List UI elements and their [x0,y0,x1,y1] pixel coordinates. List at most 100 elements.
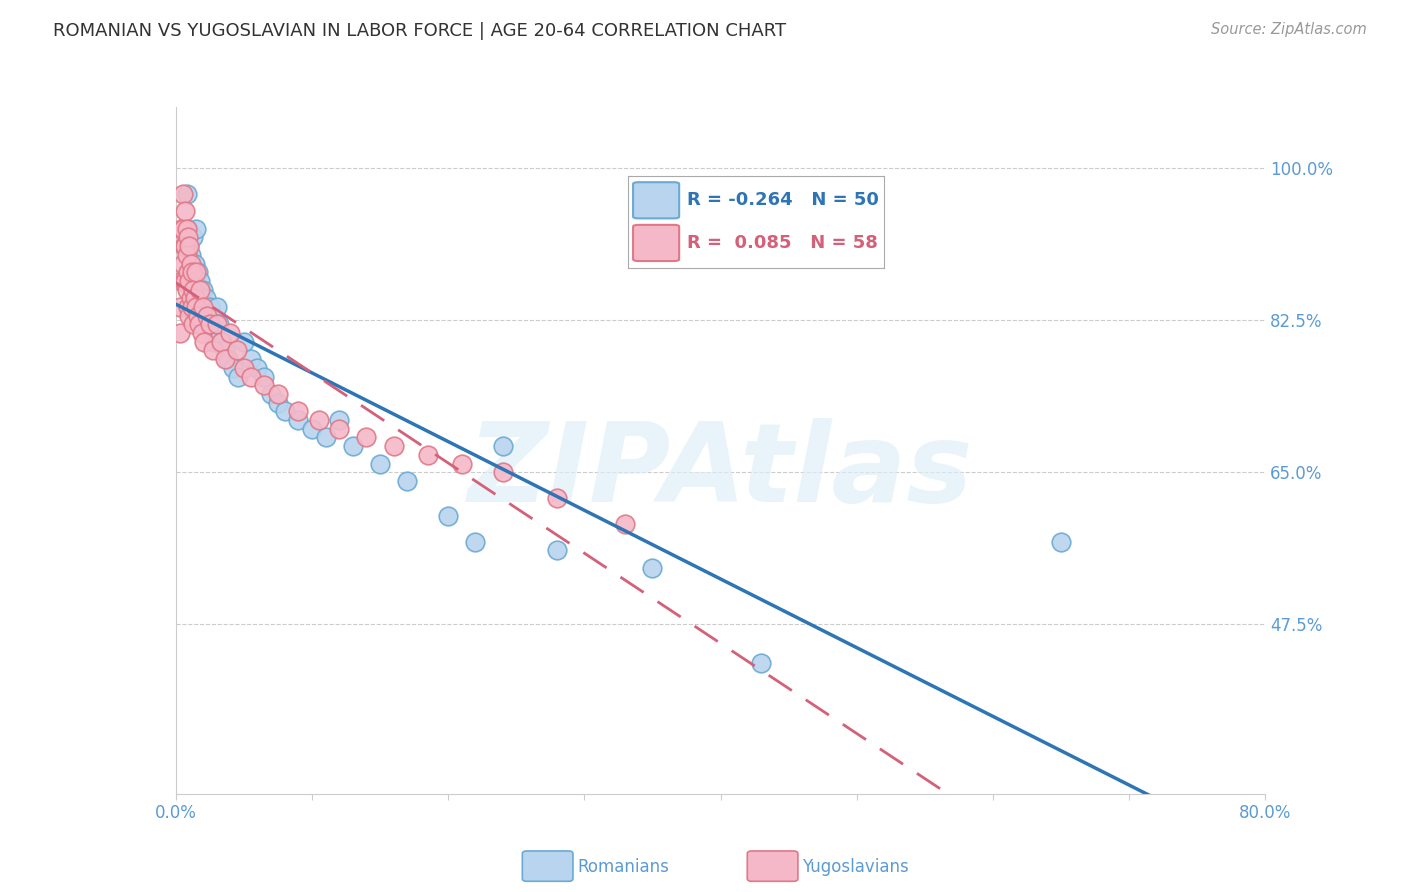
FancyBboxPatch shape [633,225,679,261]
Text: Romanians: Romanians [578,858,669,876]
Point [174,204,197,219]
Point [301,422,323,436]
Point [190,309,212,323]
Point [751,657,773,671]
Point [173,274,195,288]
Point [180,291,202,305]
Point [315,430,337,444]
Point [641,561,664,575]
Point [382,439,405,453]
Point [180,256,202,270]
Point [356,430,378,444]
Point [177,300,200,314]
Text: R = -0.264   N = 50: R = -0.264 N = 50 [688,191,879,210]
Point [232,360,254,375]
Point [172,256,194,270]
Point [183,283,205,297]
Point [193,318,215,332]
Point [253,378,276,392]
Point [170,221,193,235]
Point [214,352,236,367]
Point [232,334,254,349]
Point [342,439,364,453]
Point [437,508,460,523]
Point [226,343,249,358]
Point [239,369,262,384]
Text: Source: ZipAtlas.com: Source: ZipAtlas.com [1211,22,1367,37]
Point [170,274,193,288]
Point [202,334,225,349]
Point [180,248,202,262]
Point [191,283,214,297]
Point [308,413,330,427]
Point [492,439,515,453]
Point [194,291,217,305]
Point [450,457,472,471]
Point [205,318,228,332]
Point [179,309,201,323]
Point [179,274,201,288]
Point [184,256,207,270]
Point [195,309,218,323]
Point [181,300,204,314]
Text: ZIPAtlas: ZIPAtlas [468,417,973,524]
Point [416,448,439,462]
Point [287,404,309,418]
Point [205,300,228,314]
FancyBboxPatch shape [633,182,679,219]
Point [188,283,211,297]
Point [546,491,568,506]
Point [228,369,250,384]
Point [174,274,197,288]
Point [328,422,350,436]
Point [176,283,198,297]
Point [177,221,200,235]
Point [219,326,242,340]
Point [201,326,224,340]
Point [492,465,515,479]
Text: R =  0.085   N = 58: R = 0.085 N = 58 [688,234,877,252]
Point [253,369,276,384]
Point [174,239,197,253]
Point [181,265,204,279]
Point [173,239,195,253]
Point [222,360,245,375]
Point [211,334,233,349]
Point [186,291,208,305]
Point [396,474,419,488]
Point [209,334,232,349]
Point [176,248,198,262]
Point [172,186,194,201]
Point [186,265,209,279]
Point [214,343,236,358]
Point [183,230,205,244]
Point [1050,534,1073,549]
Point [177,265,200,279]
Point [177,230,200,244]
Point [186,300,208,314]
Point [208,318,231,332]
Point [198,300,221,314]
Point [190,326,212,340]
Point [328,413,350,427]
Point [614,517,637,532]
Point [181,265,204,279]
Point [267,387,290,401]
Point [239,352,262,367]
Point [169,326,191,340]
Point [267,395,290,409]
Point [183,318,205,332]
Point [186,265,208,279]
Point [186,221,208,235]
Point [172,221,194,235]
Point [186,309,209,323]
Point [201,343,224,358]
Point [287,413,309,427]
Point [198,318,221,332]
Point [260,387,283,401]
Point [191,300,214,314]
Point [187,318,209,332]
Point [546,543,568,558]
Point [188,274,211,288]
Point [184,291,207,305]
